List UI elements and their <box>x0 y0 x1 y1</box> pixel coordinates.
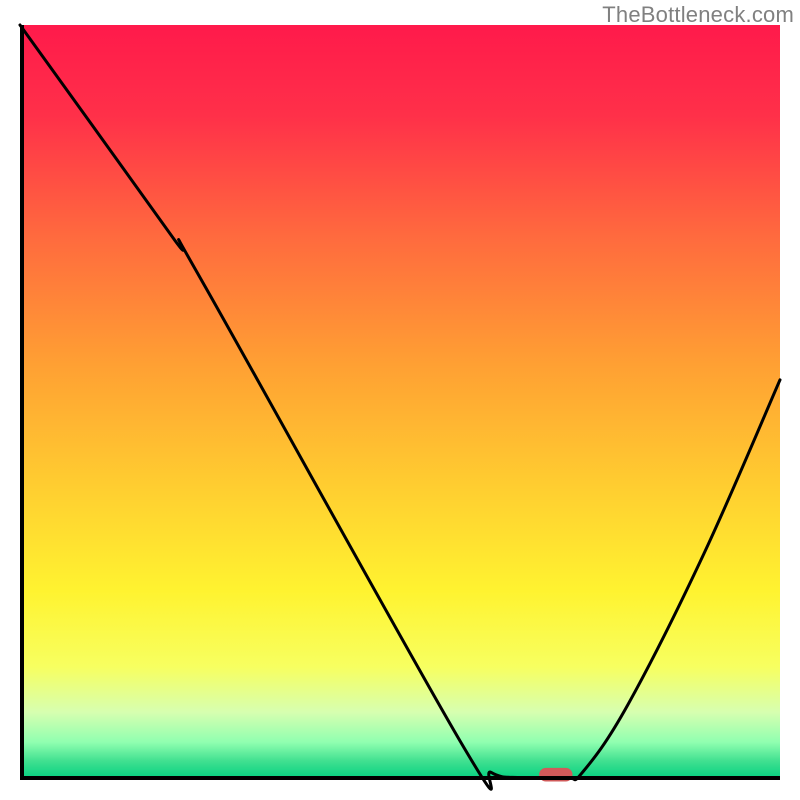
bottleneck-chart: TheBottleneck.com <box>0 0 800 800</box>
watermark-text: TheBottleneck.com <box>602 2 794 28</box>
chart-svg <box>0 0 800 800</box>
gradient-background <box>20 25 780 780</box>
